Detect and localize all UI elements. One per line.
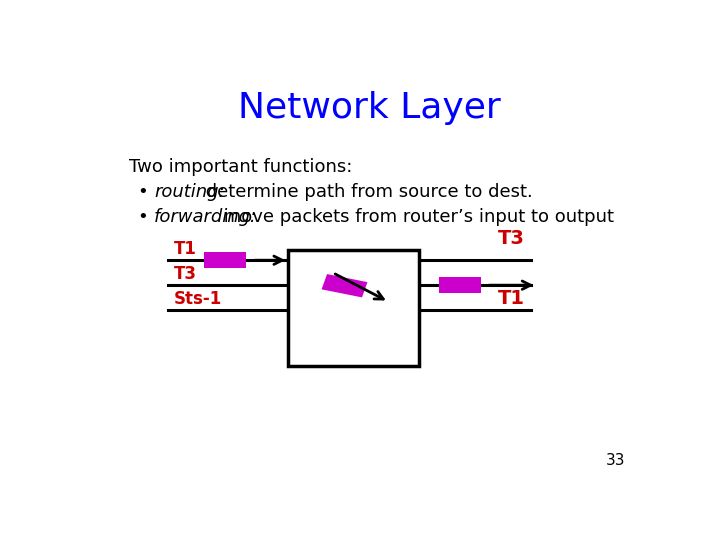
Text: T3: T3 (498, 229, 526, 248)
Text: 33: 33 (606, 453, 626, 468)
Text: Two important functions:: Two important functions: (129, 158, 352, 176)
Text: T1: T1 (498, 289, 526, 308)
Bar (322, 274, 367, 298)
Bar (438, 277, 481, 293)
Text: determine path from source to dest.: determine path from source to dest. (200, 183, 533, 201)
Text: T3: T3 (174, 265, 197, 283)
Text: forwarding:: forwarding: (154, 207, 257, 226)
Text: move packets from router’s input to output: move packets from router’s input to outp… (218, 207, 614, 226)
Text: Sts-1: Sts-1 (174, 290, 222, 308)
Bar (204, 252, 246, 268)
Text: routing:: routing: (154, 183, 225, 201)
Bar (288, 250, 419, 366)
Text: •: • (138, 183, 148, 201)
Text: •: • (138, 207, 148, 226)
Text: T1: T1 (174, 240, 197, 258)
Text: Network Layer: Network Layer (238, 91, 500, 125)
